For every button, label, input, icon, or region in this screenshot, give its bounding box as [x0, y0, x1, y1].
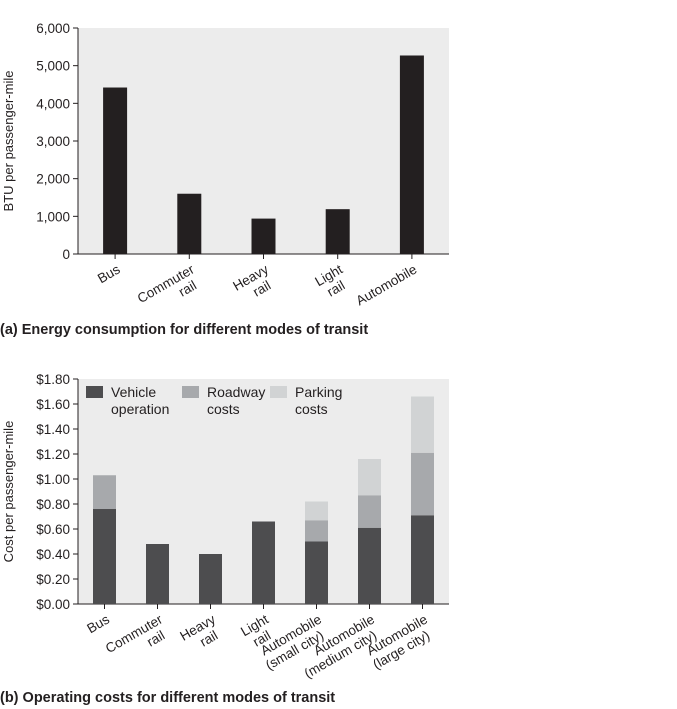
- chart-b-legend-label: Roadway costs: [207, 384, 265, 417]
- chart-b-legend-label-line: costs: [295, 401, 328, 417]
- chart-a-y-tick-label: 3,000: [36, 134, 70, 149]
- chart-b-y-tick-label: $0.00: [36, 597, 70, 612]
- chart-b-bar-segment: [411, 452, 434, 516]
- chart-a-x-tick-label: Commuterrail: [135, 261, 205, 319]
- chart-b-legend-label-line: costs: [207, 401, 240, 417]
- chart-a-y-tick-label: 4,000: [36, 96, 70, 111]
- chart-b-legend-label-line: Vehicle: [111, 384, 156, 400]
- chart-b-legend-label-line: Parking: [295, 384, 342, 400]
- chart-a-y-tick-label: 6,000: [36, 21, 70, 36]
- chart-b-y-tick-label: $0.60: [36, 522, 70, 537]
- chart-b-bar-segment: [93, 509, 116, 604]
- chart-b-y-tick-label: $1.20: [36, 447, 70, 462]
- chart-b-bar-segment: [305, 520, 328, 542]
- chart-a-caption: (a) Energy consumption for different mod…: [0, 322, 369, 338]
- chart-b-legend-label-line: Roadway: [207, 384, 265, 400]
- chart-a-x-tick-label: Heavyrail: [230, 261, 278, 306]
- chart-a-x-tick-label-line: Bus: [95, 261, 123, 286]
- chart-a-y-tick-label: 1,000: [36, 209, 70, 224]
- chart-a-y-axis-label: BTU per passenger-mile: [1, 71, 16, 212]
- chart-b-bar-segment: [305, 541, 328, 604]
- chart-a-y-tick-label: 5,000: [36, 59, 70, 74]
- chart-a-plot-area: [78, 28, 449, 254]
- chart-b-legend-swatch: [86, 386, 103, 398]
- chart-b-y-tick-label: $1.60: [36, 397, 70, 412]
- chart-a-x-tick-label: Lightrail: [312, 261, 353, 302]
- chart-a-bar: [399, 55, 424, 254]
- chart-a-x-tick-label: Automobile: [353, 262, 419, 309]
- chart-b-bar-segment: [358, 459, 381, 496]
- chart-a-x-tick-label-line: Automobile: [353, 262, 419, 309]
- chart-a-x-tick-label: Bus: [95, 261, 123, 286]
- chart-b-legend-label: Vehicle operation: [111, 384, 169, 417]
- chart-a-bar: [325, 209, 350, 254]
- chart-b-x-tick-label-line: Bus: [84, 611, 112, 636]
- chart-b-y-tick-label: $0.40: [36, 547, 70, 562]
- chart-b-y-tick-label: $1.00: [36, 472, 70, 487]
- chart-b-legend-label: Parking costs: [295, 384, 342, 417]
- chart-b-x-tick-label: Bus: [84, 611, 112, 636]
- chart-b-legend-label-line: operation: [111, 401, 169, 417]
- chart-b-y-axis-label: Cost per passenger-mile: [1, 421, 16, 563]
- chart-b-bar-segment: [146, 544, 169, 604]
- chart-a-y-tick-label: 2,000: [36, 172, 70, 187]
- chart-b-bar-segment: [358, 527, 381, 604]
- chart-a-y-tick-label: 0: [62, 247, 70, 262]
- chart-b-y-tick-label: $0.80: [36, 497, 70, 512]
- chart-b-bar-segment: [93, 475, 116, 509]
- chart-b-y-tick-label: $1.40: [36, 422, 70, 437]
- chart-b-x-tick-label: Heavyrail: [177, 611, 225, 656]
- chart-b-legend-swatch: [182, 386, 199, 398]
- chart-b-bar-segment: [199, 554, 222, 604]
- chart-b-y-tick-label: $0.20: [36, 572, 70, 587]
- chart-a-bar: [251, 218, 276, 254]
- chart-b-bar-segment: [411, 515, 434, 604]
- chart-b-x-tick-label: Commuterrail: [103, 611, 173, 669]
- chart-b-bar-segment: [411, 396, 434, 453]
- chart-b-caption: (b) Operating costs for different modes …: [0, 690, 336, 706]
- chart-a-bar: [177, 193, 202, 254]
- chart-b-y-tick-label: $1.80: [36, 372, 70, 387]
- chart-b-costs: $0.00 $0.20 $0.40 $0.60 $0.80 $1.00 $1.20 $1.40…: [1, 372, 449, 681]
- chart-b-legend-swatch: [270, 386, 287, 398]
- chart-b-bar-segment: [305, 501, 328, 521]
- chart-a-energy: 0 1,000 2,000 3,000 4,000 5,000 6,000 BTU per p…: [1, 21, 449, 319]
- chart-b-bar-segment: [252, 521, 275, 604]
- chart-b-bar-segment: [358, 495, 381, 528]
- chart-a-bar: [103, 87, 128, 254]
